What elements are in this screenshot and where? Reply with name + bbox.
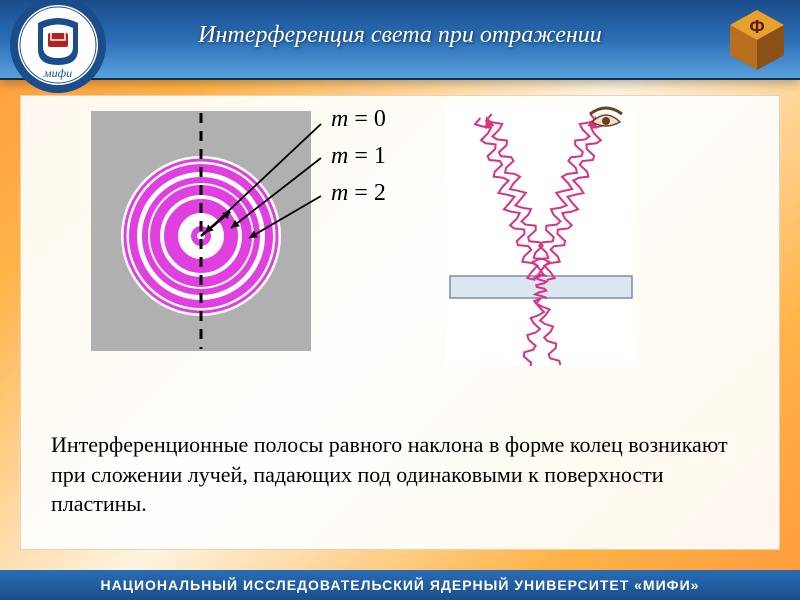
svg-text:Ф: Ф: [749, 17, 764, 37]
diagram-row: m = 0 m = 1 m = 2: [21, 111, 779, 391]
newton-rings-diagram: [91, 111, 311, 356]
physics-cube-logo: Ф: [722, 5, 792, 75]
reflection-wave-diagram: [446, 106, 636, 371]
mephi-logo: мифи: [8, 0, 108, 95]
slide-title: Интерференция света при отражении: [0, 22, 800, 49]
body-text: Интерференционные полосы равного наклона…: [51, 430, 749, 519]
svg-text:мифи: мифи: [43, 66, 72, 80]
footer-bar: НАЦИОНАЛЬНЫЙ ИССЛЕДОВАТЕЛЬСКИЙ ЯДЕРНЫЙ У…: [0, 570, 800, 600]
content-panel: m = 0 m = 1 m = 2 Интерференционные поло…: [20, 95, 780, 550]
